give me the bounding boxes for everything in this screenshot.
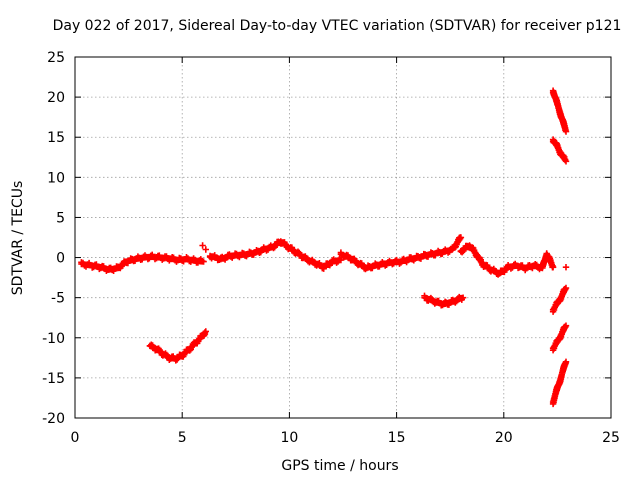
data-point	[549, 264, 557, 271]
data-point	[199, 242, 206, 249]
x-tick-label: 5	[178, 430, 187, 446]
y-tick-label: 25	[47, 50, 65, 66]
data-point	[202, 328, 209, 335]
y-tick-label: -10	[42, 331, 65, 347]
y-tick-label: -5	[51, 291, 65, 307]
data-point	[459, 294, 467, 301]
x-tick-label: 0	[71, 430, 80, 446]
y-tick-label: 10	[47, 170, 65, 186]
y-tick-label: -20	[42, 411, 65, 427]
x-tick-label: 10	[280, 430, 298, 446]
y-tick-label: -15	[42, 371, 65, 387]
x-tick-label: 15	[388, 430, 406, 446]
x-axis-label: GPS time / hours	[281, 458, 398, 474]
data-point	[562, 128, 570, 135]
y-tick-label: 15	[47, 130, 65, 146]
data-point	[562, 284, 570, 292]
data-point	[457, 234, 465, 241]
data-point	[562, 322, 570, 329]
data-points	[78, 87, 570, 408]
y-axis-label: SDTVAR / TECUs	[10, 181, 26, 296]
y-tick-label: 5	[56, 210, 65, 226]
data-point	[202, 246, 209, 253]
axis-ticks: 0 5 10 15 20 25 -20 -15 -10 -5 0 5 10 15 20 25	[42, 50, 620, 446]
y-tick-label: 20	[47, 90, 65, 106]
data-point	[200, 258, 207, 265]
data-point	[562, 358, 570, 365]
x-tick-label: 20	[495, 430, 513, 446]
plot-frame	[74, 56, 612, 419]
data-point	[562, 264, 570, 271]
data-point	[562, 158, 570, 165]
grid-lines	[75, 57, 611, 418]
y-tick-label: 0	[56, 251, 65, 267]
chart-title: Day 022 of 2017, Sidereal Day-to-day VTE…	[53, 18, 622, 34]
x-tick-label: 25	[602, 430, 620, 446]
